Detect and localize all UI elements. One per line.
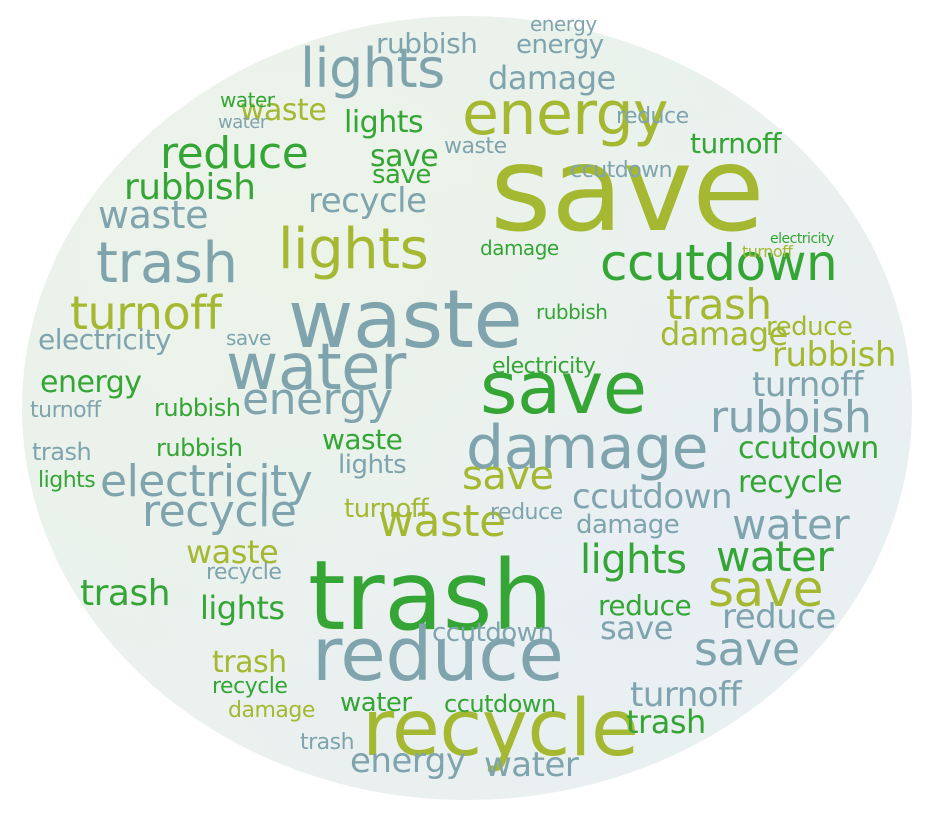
word-energy-left-2: energy: [530, 12, 597, 36]
word-ccutdown-low-2: ccutdown: [444, 690, 556, 718]
word-ccutdown-right: ccutdown: [738, 431, 879, 466]
word-water-low-2: water: [340, 688, 412, 718]
word-energy-top: energy: [516, 30, 604, 60]
word-reduce-top: reduce: [616, 104, 689, 129]
word-trash-low: trash: [626, 703, 706, 741]
word-trash-left-4: trash: [32, 438, 92, 466]
word-ccutdown-mid: ccutdown: [572, 477, 733, 517]
word-recycle-right: recycle: [738, 465, 843, 500]
word-reduce-large: reduce: [312, 612, 564, 698]
word-lights-mid-2: lights: [338, 450, 407, 480]
word-water-left: water: [220, 88, 275, 112]
word-rubbish-low-2: rubbish: [156, 434, 243, 462]
word-turnoff-mid-2: turnoff: [344, 494, 429, 524]
word-water-low: water: [484, 745, 579, 785]
word-turnoff-mid: turnoff: [690, 127, 781, 160]
word-save-mid-6: save: [226, 326, 271, 350]
word-rubbish-mid-2: rubbish: [536, 300, 608, 324]
word-waste-large: waste: [288, 273, 523, 366]
word-damage-large: damage: [466, 413, 709, 483]
word-ccutdown-low: ccutdown: [432, 618, 554, 648]
word-recycle-mid: recycle: [308, 181, 427, 221]
word-recycle-left: recycle: [142, 486, 297, 537]
word-reduce-mid-3: reduce: [490, 500, 563, 525]
word-reduce-left: reduce: [160, 128, 309, 179]
word-waste-top: waste: [444, 134, 507, 159]
word-electricity-mid: electricity: [492, 354, 596, 379]
word-rubbish-top: rubbish: [376, 27, 478, 60]
word-waste-mid-3: waste: [240, 93, 327, 128]
word-recycle-left-3: recycle: [212, 674, 288, 699]
word-damage-left: damage: [228, 698, 315, 723]
word-trash-2: trash: [96, 231, 238, 296]
word-waste-mid: waste: [378, 496, 506, 547]
word-waste-left: waste: [98, 193, 208, 237]
word-turnoff-left: turnoff: [30, 398, 101, 423]
word-ccutdown-top: ccutdown: [570, 158, 673, 183]
word-energy-mid: energy: [242, 374, 393, 425]
word-trash-low-2: trash: [300, 730, 355, 755]
word-save-mid-5: save: [372, 160, 431, 190]
word-save-mid-4: save: [370, 139, 439, 174]
word-trash-right: trash: [666, 280, 772, 329]
word-turnoff-right-2: turnoff: [742, 242, 793, 261]
word-save-large: save: [490, 120, 765, 258]
word-waste-mid-2: waste: [322, 423, 403, 456]
word-rubbish-right-olive: rubbish: [772, 335, 896, 375]
word-trash-left-2: trash: [80, 573, 171, 614]
word-electricity-right: electricity: [770, 231, 834, 247]
word-trash-left-3: trash: [212, 645, 287, 680]
word-save-mid-2: save: [462, 453, 554, 499]
word-rubbish-right: rubbish: [710, 392, 872, 443]
word-lights-mid-3: lights: [344, 105, 424, 140]
word-water-large: water: [226, 331, 406, 405]
word-energy-left: energy: [40, 365, 142, 400]
cloud-background-ellipse: [22, 16, 912, 800]
word-damage-mid-3: damage: [480, 236, 559, 260]
word-reduce-right-2: reduce: [766, 312, 853, 342]
word-water-right: water: [732, 500, 850, 549]
word-lights-left-2: lights: [200, 589, 285, 627]
word-ccutdown-large: ccutdown: [600, 234, 838, 292]
word-save-mid-3: save: [600, 609, 673, 647]
word-waste-left-2: waste: [186, 533, 279, 571]
word-trash-large: trash: [308, 540, 553, 652]
word-water-right-green: water: [716, 532, 834, 581]
word-turnoff-right: turnoff: [752, 365, 864, 405]
word-energy-large: energy: [462, 79, 669, 149]
word-electricity-large: electricity: [100, 456, 313, 507]
word-water-top: water: [218, 112, 267, 133]
word-turnoff-low: turnoff: [630, 675, 742, 715]
word-turnoff-large: turnoff: [70, 286, 222, 340]
word-damage-top: damage: [488, 59, 616, 97]
word-reduce-right: reduce: [722, 597, 836, 637]
word-rubbish-left: rubbish: [124, 167, 256, 208]
word-recycle-large: recycle: [362, 684, 639, 774]
word-save-green: save: [480, 346, 647, 430]
word-damage-right: damage: [660, 315, 788, 353]
word-lights-left: lights: [38, 468, 96, 493]
word-recycle-left-2: recycle: [206, 560, 282, 585]
word-rubbish-low: rubbish: [154, 394, 241, 422]
word-save-right: save: [708, 560, 824, 618]
word-reduce-mid-2: reduce: [598, 589, 692, 622]
word-save-right-2: save: [694, 622, 800, 676]
word-energy-low: energy: [350, 741, 466, 781]
word-lights-mid: lights: [580, 537, 687, 583]
word-lights-2: lights: [300, 37, 445, 100]
word-lights-large: lights: [278, 217, 429, 282]
word-electricity-left: electricity: [38, 323, 172, 356]
word-damage-mid-2: damage: [576, 510, 680, 540]
